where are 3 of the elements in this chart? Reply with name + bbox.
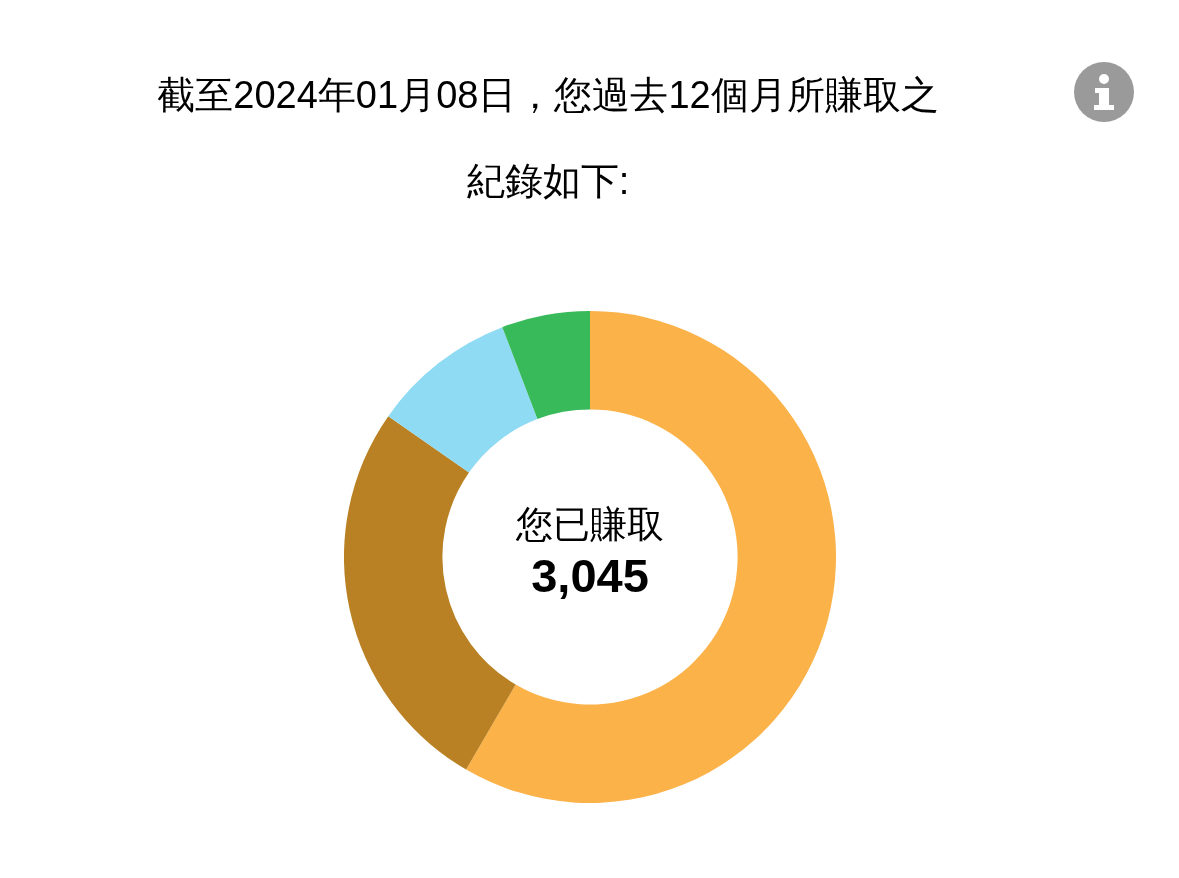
text: 您已賺取: [515, 504, 664, 546]
text: 3,045: [531, 548, 649, 602]
chart-title: 截至2024年01月08日，您過去12個月所賺取之紀錄如下:: [156, 73, 940, 204]
